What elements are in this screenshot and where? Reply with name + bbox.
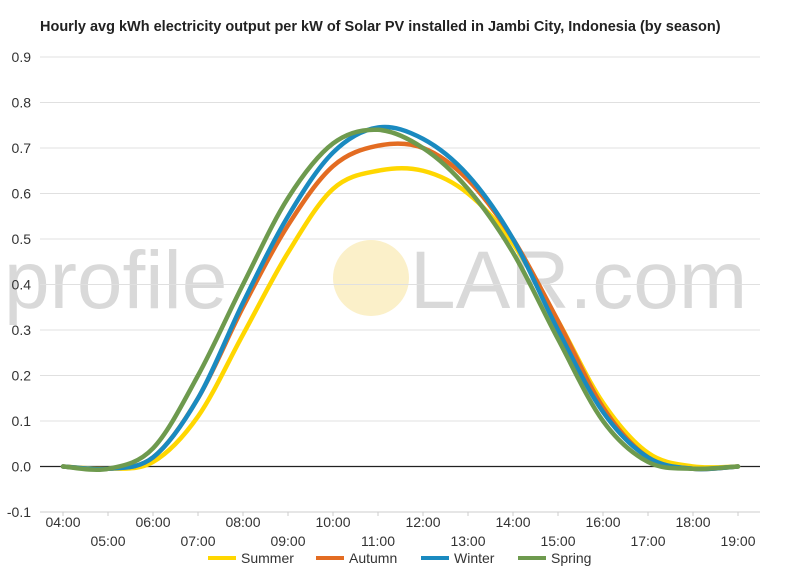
x-tick-label: 08:00 [225,514,260,530]
legend-label-winter: Winter [454,550,495,566]
y-tick-label: 0.2 [12,368,32,384]
legend-label-autumn: Autumn [349,550,397,566]
chart-title: Hourly avg kWh electricity output per kW… [40,19,721,35]
x-tick-label: 14:00 [495,514,530,530]
series-line-spring [60,127,741,473]
x-tick-label: 15:00 [540,533,575,549]
y-tick-label: 0.8 [12,95,32,111]
x-tick-label: 04:00 [45,514,80,530]
x-tick-label: 07:00 [180,533,215,549]
x-tick-label: 06:00 [135,514,170,530]
watermark: profile LAR.com [4,235,747,326]
x-tick-label: 18:00 [675,514,710,530]
y-tick-label: 0.3 [12,322,32,338]
y-axis: -0.1 0.0 0.1 0.2 0.3 0.4 0.5 0.6 0.7 0.8 0.9 [7,49,31,520]
series-line-winter [60,124,741,472]
y-tick-label: 0.4 [12,277,32,293]
x-tick-label: 19:00 [720,533,755,549]
x-tick-label: 17:00 [630,533,665,549]
y-tick-label: 0.9 [12,49,32,65]
x-axis: 04:00 05:00 06:00 07:00 08:00 09:00 10:00 11:00… [40,511,760,549]
x-tick-label: 11:00 [361,533,395,549]
y-tick-label: 0.1 [12,413,32,429]
x-tick-label: 09:00 [270,533,305,549]
legend-label-summer: Summer [241,550,294,566]
x-tick-label: 12:00 [405,514,440,530]
x-tick-label: 05:00 [90,533,125,549]
x-tick-label: 16:00 [585,514,620,530]
y-tick-label: 0.0 [12,459,32,475]
y-tick-label: 0.6 [12,186,32,202]
y-tick-label: -0.1 [7,504,31,520]
legend-label-spring: Spring [551,550,591,566]
y-tick-label: 0.5 [12,231,32,247]
watermark-text-left: profile [4,235,227,326]
series-line-summer [60,165,741,472]
x-tick-label: 10:00 [315,514,350,530]
x-tick-label: 13:00 [450,533,485,549]
legend: Summer Autumn Winter Spring [208,550,591,566]
y-tick-label: 0.7 [12,140,32,156]
grid-lines [40,56,760,513]
series-lines [60,124,741,473]
watermark-text-right: LAR.com [410,235,747,326]
watermark-sun [333,240,409,316]
